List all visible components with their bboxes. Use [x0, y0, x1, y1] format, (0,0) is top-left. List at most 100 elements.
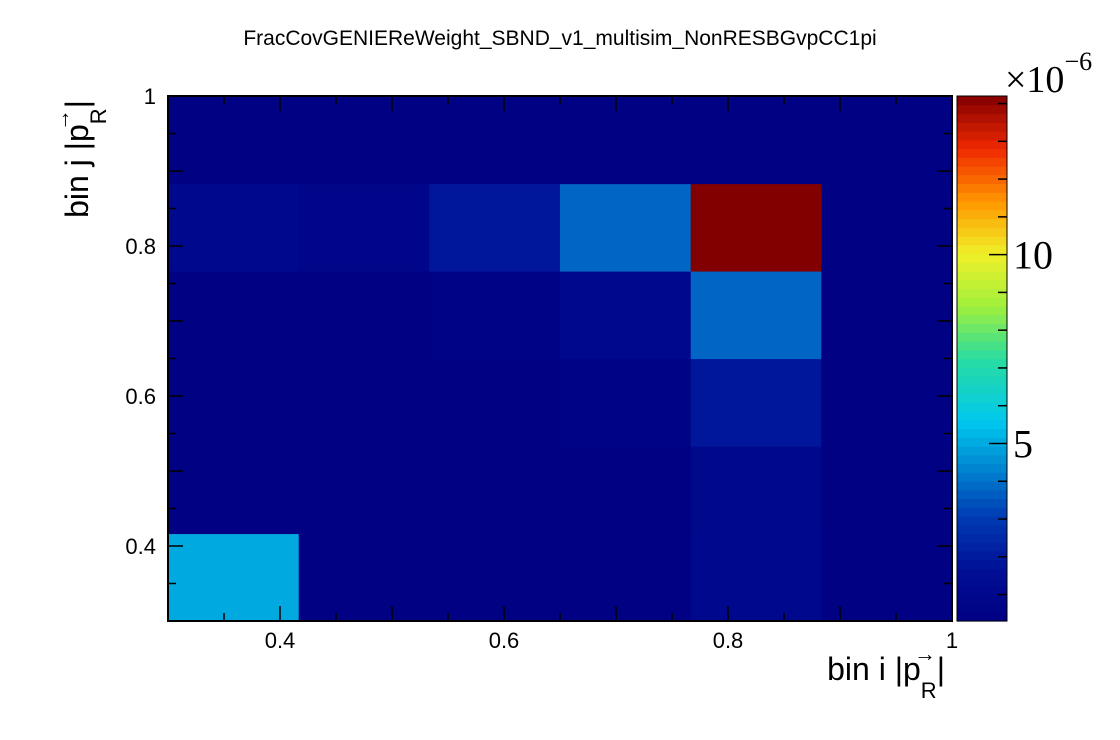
color-scale-segment — [957, 446, 1007, 456]
color-scale-segment — [957, 524, 1007, 535]
color-scale-segment — [957, 306, 1007, 316]
color-scale-ticks: 5 10 — [989, 102, 1053, 596]
color-scale-segment — [957, 393, 1007, 403]
color-scale-segment — [957, 411, 1007, 421]
color-scale-segment — [957, 367, 1007, 377]
color-scale-segment — [957, 122, 1007, 132]
heatmap-cell — [429, 446, 561, 535]
color-scale-tick-label: 5 — [1013, 421, 1033, 466]
color-scale-segment — [957, 542, 1007, 552]
color-scale-segment — [957, 358, 1007, 368]
color-scale-segment — [957, 236, 1007, 246]
x-tick-labels: 0.4 0.6 0.8 1 — [265, 628, 958, 653]
heatmap-cell — [429, 96, 561, 185]
x-axis-label-subscript: R — [921, 678, 937, 703]
svg-text:bin i |pR|: bin i |pR| — [827, 651, 945, 703]
heatmap-cell — [560, 270, 692, 360]
color-scale-segment — [957, 559, 1007, 570]
color-scale-segment — [957, 314, 1007, 325]
heatmap-cell — [168, 96, 300, 185]
color-scale-segment — [957, 594, 1007, 605]
color-scale-segment — [957, 507, 1007, 517]
chart-title: FracCovGENIEReWeight_SBND_v1_multisim_No… — [243, 27, 876, 50]
color-scale-segment — [957, 323, 1007, 333]
color-scale-segment — [957, 498, 1007, 508]
color-scale-segment — [957, 516, 1007, 526]
color-scale-segment — [957, 481, 1007, 491]
color-scale-segment — [957, 586, 1007, 596]
heatmap-cell — [821, 533, 953, 622]
color-scale-segment — [957, 349, 1007, 360]
color-scale-multiplier: ×10−6 — [1005, 47, 1092, 101]
heatmap-cell — [821, 270, 953, 360]
y-axis-label: bin j |pR| → — [49, 100, 111, 218]
color-scale-segment — [957, 183, 1007, 193]
color-scale-segment — [957, 463, 1007, 473]
color-scale-segment — [957, 533, 1007, 543]
heatmap-cell — [168, 533, 300, 622]
color-scale-segment — [957, 166, 1007, 176]
color-scale-segment — [957, 192, 1007, 202]
heatmap-cell — [560, 446, 692, 535]
y-tick-label: 1 — [144, 84, 156, 109]
heatmap-cell — [429, 183, 561, 272]
y-axis-label-subscript: R — [86, 108, 111, 124]
color-scale-segment — [957, 568, 1007, 578]
x-tick-label: 1 — [946, 628, 958, 653]
color-scale-segment — [957, 253, 1007, 263]
color-scale-segment — [957, 428, 1007, 438]
color-scale-segment — [957, 201, 1007, 211]
y-tick-label: 0.6 — [125, 384, 156, 409]
color-scale-segment — [957, 262, 1007, 272]
x-tick-label: 0.6 — [489, 628, 520, 653]
color-scale-segment — [957, 341, 1007, 351]
heatmap-cell — [298, 270, 430, 360]
heatmap-cell — [168, 270, 300, 360]
heatmap-cell — [168, 183, 300, 272]
color-scale-segment — [957, 209, 1007, 220]
heatmap-cell — [298, 358, 430, 447]
heatmap-cell — [821, 183, 953, 272]
color-scale-multiplier-exponent: −6 — [1064, 47, 1092, 76]
heatmap-cell — [560, 358, 692, 447]
color-scale-segment — [957, 454, 1007, 465]
color-scale-segment — [957, 376, 1007, 386]
color-scale-segment — [957, 489, 1007, 500]
heatmap-cell — [690, 358, 822, 447]
heatmap-cell — [560, 533, 692, 622]
y-axis-vector-arrow: → — [49, 109, 74, 131]
color-scale-segment — [957, 577, 1007, 587]
heatmap-cell — [821, 96, 953, 185]
heatmap-cell — [429, 270, 561, 360]
color-scale-segment — [957, 419, 1007, 430]
heatmap-cell — [298, 446, 430, 535]
color-scale-segment — [957, 227, 1007, 237]
color-scale-segment — [957, 332, 1007, 342]
axis-ticks — [167, 95, 953, 622]
heatmap-cell — [168, 358, 300, 447]
x-axis-label-close: | — [937, 651, 945, 687]
color-scale-segment — [957, 148, 1007, 158]
color-scale-multiplier-base: ×10 — [1005, 59, 1064, 101]
color-scale-segment — [957, 104, 1007, 115]
color-scale-segment — [957, 612, 1007, 622]
color-scale-segment — [957, 279, 1007, 290]
heatmap-cell — [429, 358, 561, 447]
svg-text:×10−6: ×10−6 — [1005, 47, 1092, 101]
x-tick-label: 0.4 — [265, 628, 296, 653]
y-tick-labels: 0.4 0.6 0.8 1 — [125, 84, 156, 559]
color-scale-segment — [957, 288, 1007, 298]
heatmap-cell — [690, 96, 822, 185]
heatmap-cell — [298, 96, 430, 185]
color-scale-segment — [957, 551, 1007, 561]
color-scale-segment — [957, 472, 1007, 482]
heatmap-cell — [560, 183, 692, 272]
color-scale-segment — [957, 157, 1007, 167]
heatmap-cells — [168, 96, 953, 622]
y-axis-label-text: bin j |p — [59, 124, 95, 218]
heatmap-cell — [690, 446, 822, 535]
heatmap-cell — [560, 96, 692, 185]
x-axis-label-text: bin i |p — [827, 651, 921, 687]
color-scale-tick-label: 10 — [1013, 233, 1053, 278]
